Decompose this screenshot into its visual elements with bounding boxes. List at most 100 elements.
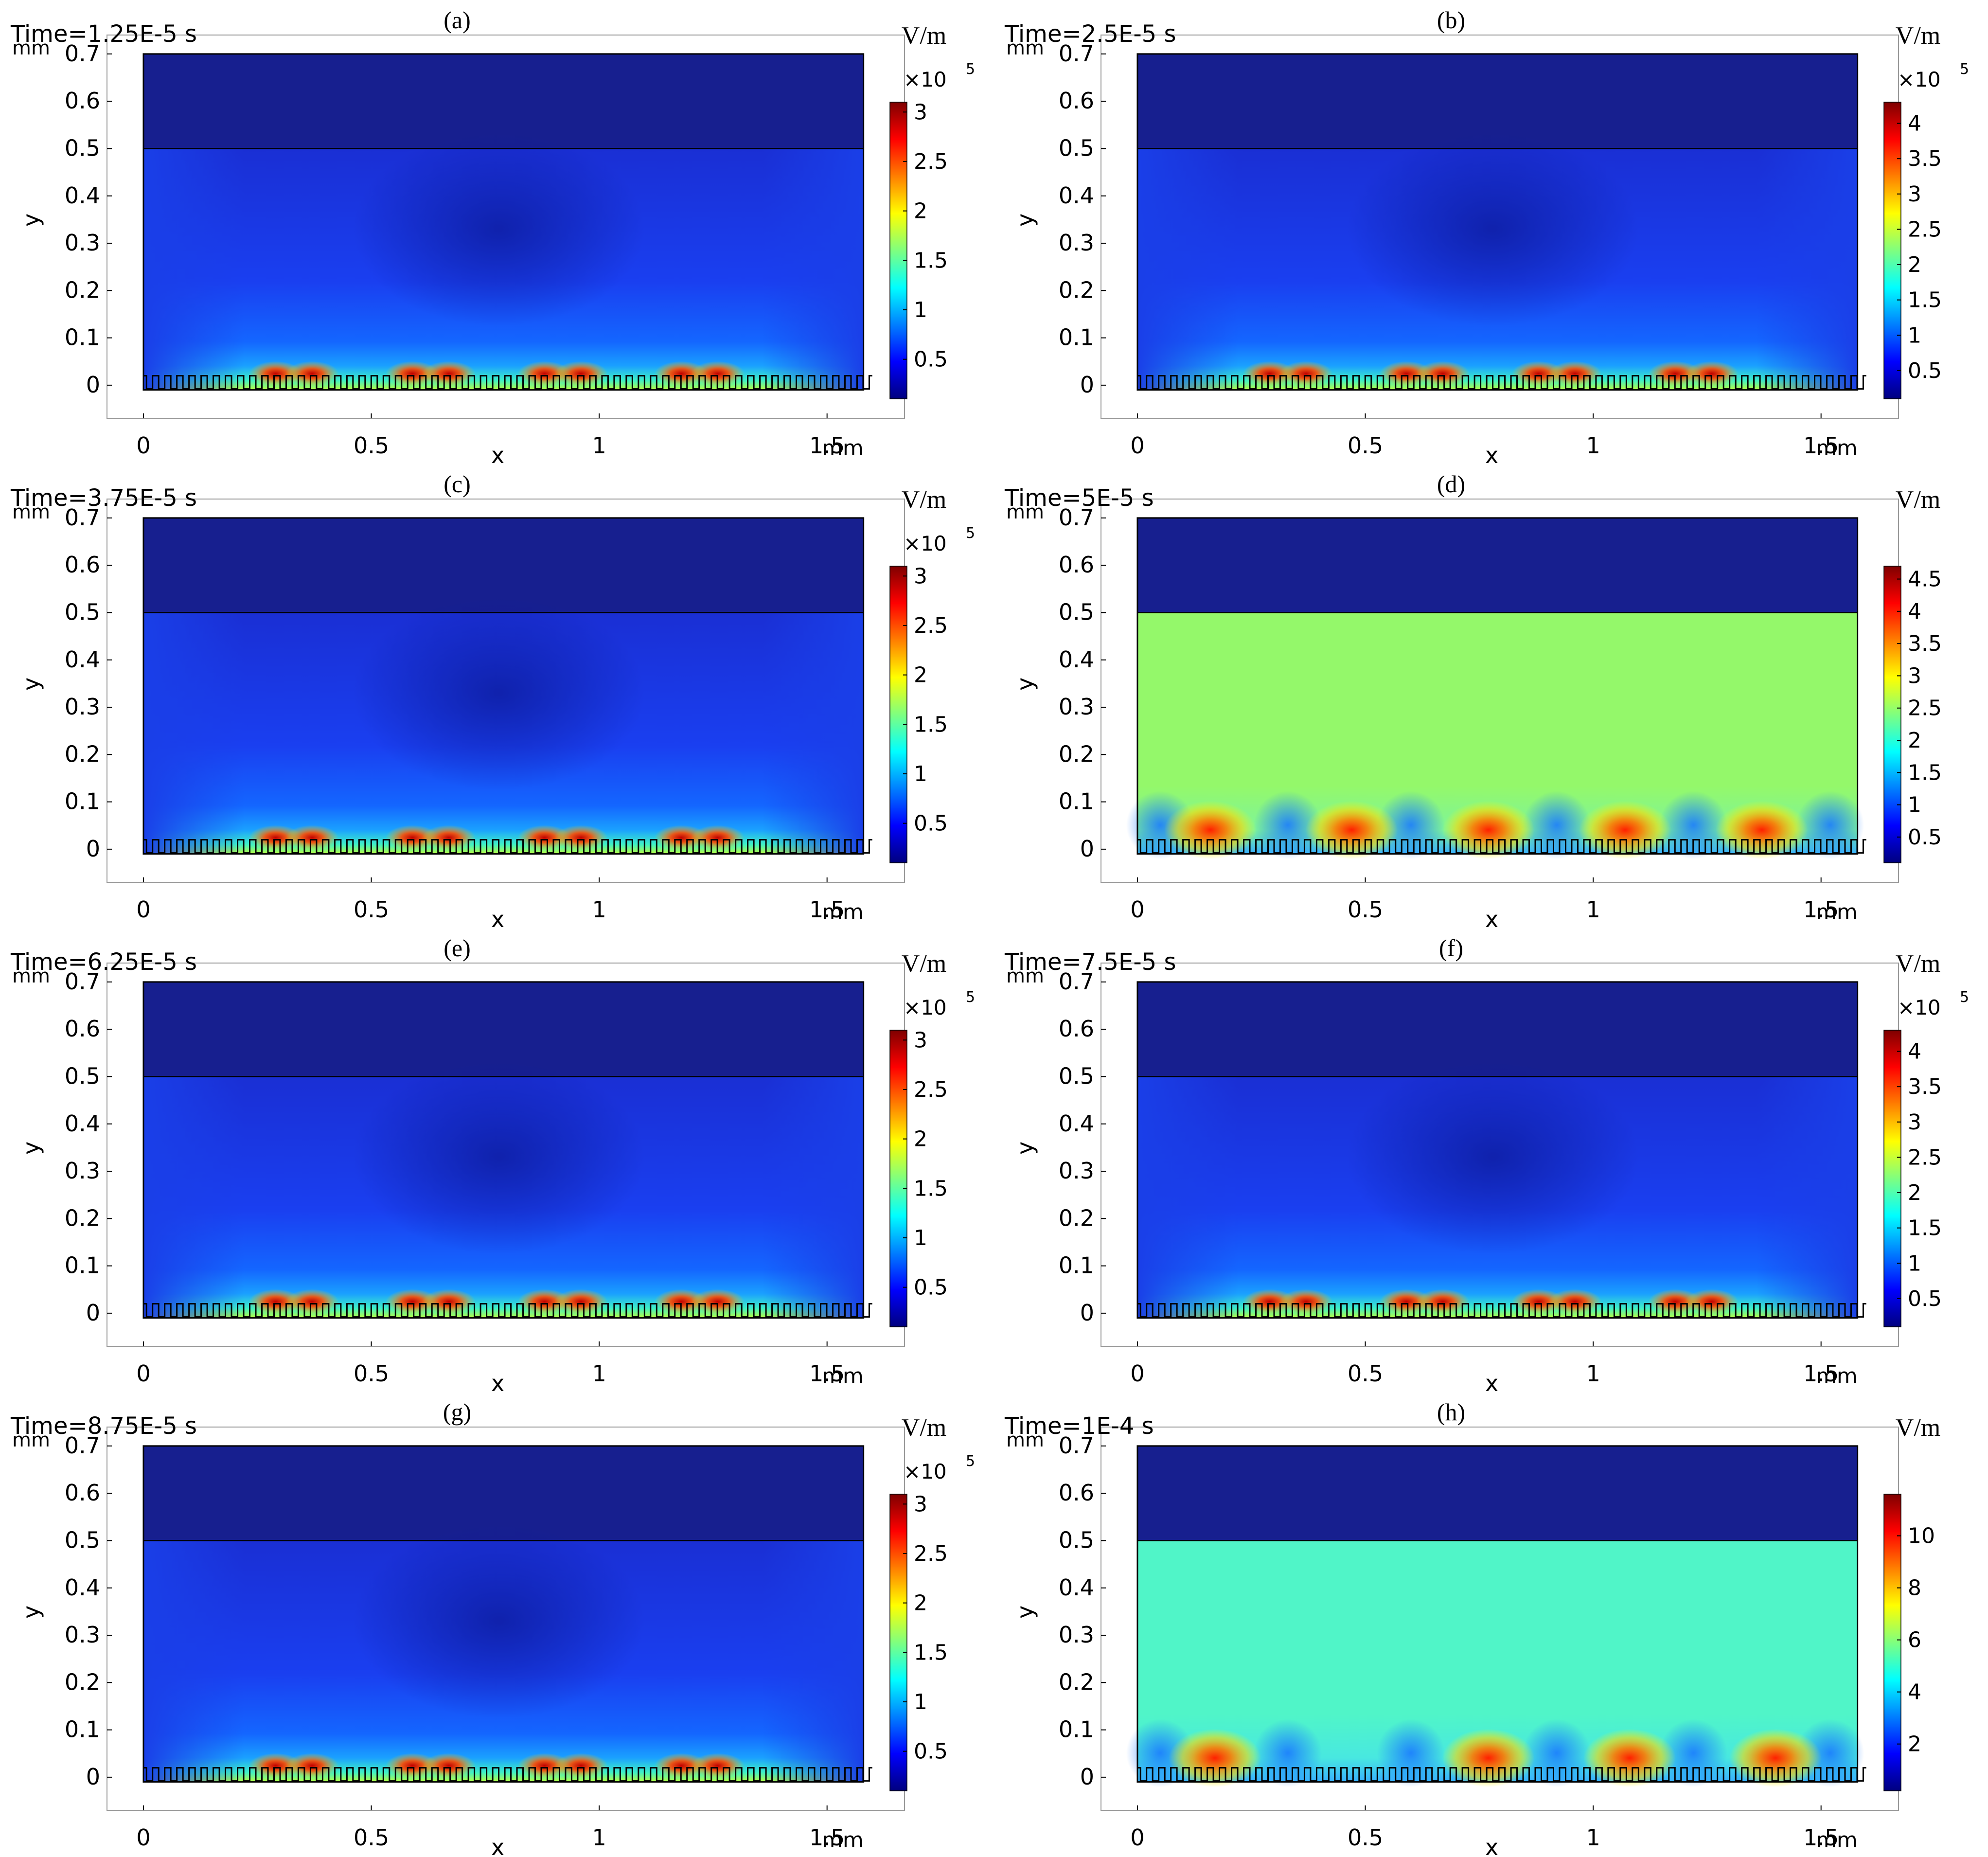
colorbar-tick-label: 1.5	[914, 712, 948, 737]
hot-spot	[285, 1289, 339, 1315]
y-tick-label: 0.2	[1059, 1205, 1094, 1231]
colorbar-tick-label: 2.5	[914, 149, 948, 174]
colorbar-exponent: 5	[966, 1453, 975, 1470]
low-field-zone	[1347, 1059, 1639, 1254]
hot-spot	[1548, 361, 1602, 387]
y-unit: mm	[1006, 1429, 1044, 1451]
panel-label: (f)	[1439, 934, 1463, 962]
colorbar-tick-label: 1	[914, 1690, 927, 1714]
y-tick-label: 0.3	[65, 1622, 100, 1648]
x-axis-label: x	[1485, 1834, 1498, 1856]
colorbar-tick-label: 3.5	[1908, 631, 1942, 656]
x-tick-label: 0	[1130, 1360, 1144, 1387]
y-tick-label: 0.3	[1059, 1622, 1094, 1648]
y-tick-label: 0.1	[65, 324, 100, 351]
panel-svg: 00.10.20.30.40.50.60.70 0.5 1 1.5mmmmxyTime…	[1004, 6, 1969, 464]
hot-spot	[422, 361, 476, 387]
y-tick-label: 0.4	[1059, 1574, 1094, 1601]
y-tick-label: 0	[86, 836, 100, 862]
low-field-lobe	[1796, 791, 1864, 859]
y-tick-label: 0.7	[1059, 1432, 1094, 1459]
y-unit: mm	[12, 501, 50, 523]
x-tick-label: 1	[1586, 432, 1600, 459]
y-axis-label: y	[1012, 1142, 1038, 1155]
colorbar	[1883, 102, 1901, 399]
colorbar-tick-label: 6	[1908, 1628, 1921, 1653]
time-label: Time=3.75E-5 s	[10, 484, 197, 512]
hot-spot	[285, 1753, 339, 1779]
y-axis-label: y	[1012, 678, 1038, 691]
y-tick-label: 0.5	[1059, 135, 1094, 161]
colorbar	[889, 1494, 907, 1791]
colorbar-tick-label: 1.5	[914, 1176, 948, 1201]
x-axis-label: x	[491, 906, 504, 928]
domain-outline	[1136, 1445, 1859, 1783]
colorbar-tick-label: 1	[1908, 1251, 1921, 1276]
y-unit: mm	[1006, 37, 1044, 59]
y-tick-label: 0.5	[1059, 599, 1094, 625]
colorbar-tick-label: 0.5	[1908, 1286, 1942, 1311]
high-field-lobe	[1729, 1729, 1822, 1787]
x-axis-label: x	[491, 442, 504, 464]
colorbar-multiplier: ×10	[904, 1460, 947, 1483]
time-label: Time=7.5E-5 s	[1004, 948, 1176, 976]
x-tick-label: 0.5	[354, 896, 389, 923]
y-tick-label: 0.7	[65, 40, 100, 67]
y-tick-label: 0.2	[1059, 1669, 1094, 1695]
colorbar-tick-label: 1.5	[1908, 760, 1942, 785]
x-tick-label: 0	[136, 1360, 150, 1387]
y-tick-label: 0.5	[65, 1063, 100, 1089]
colorbar-unit: V/m	[1896, 1414, 1940, 1442]
low-field-lobe	[1254, 1719, 1322, 1787]
colorbar-tick-label: 3	[914, 100, 927, 125]
colorbar-tick-label: 2	[1908, 252, 1921, 277]
y-tick-label: 0	[86, 1300, 100, 1326]
time-label: Time=2.5E-5 s	[1004, 20, 1176, 48]
hot-spot	[422, 1753, 476, 1779]
colorbar-unit: V/m	[1896, 22, 1940, 50]
hot-spot	[285, 825, 339, 851]
y-tick-label: 0.4	[65, 1574, 100, 1601]
panel-b: 0 0.1 0.2 0.3 0.4 0.5 0.6 0.7 0 0.5 1 1.5 mm mm x y Time…	[994, 0, 1988, 464]
x-axis-label: x	[1485, 442, 1498, 464]
y-axis-label: y	[18, 1142, 44, 1155]
domain-outline	[142, 1445, 865, 1783]
x-tick-label: 0.5	[354, 1360, 389, 1387]
low-field-zone	[353, 1059, 645, 1254]
hot-spot	[1685, 361, 1739, 387]
hot-spot	[1685, 1289, 1739, 1315]
y-axis-label: y	[1012, 214, 1038, 227]
y-tick-label: 0.5	[1059, 1063, 1094, 1089]
colorbar-tick-label: 1.5	[914, 1640, 948, 1665]
electrode-comb	[143, 1767, 872, 1782]
y-tick-label: 0.4	[65, 182, 100, 209]
colorbar-tick-label: 0.5	[1908, 358, 1942, 383]
low-field-lobe	[1659, 791, 1728, 859]
y-tick-label: 0	[1080, 372, 1094, 398]
y-tick-label: 0.1	[1059, 1716, 1094, 1743]
panel-e: 0 0.1 0.2 0.3 0.4 0.5 0.6 0.7 0 0.5 1 1.5 mm mm x y Time…	[0, 928, 994, 1392]
colorbar-tick-label: 1.5	[1908, 1216, 1942, 1241]
colorbar	[889, 102, 907, 399]
upper-layer	[1137, 1446, 1858, 1541]
colorbar-tick-label: 3	[1908, 1110, 1921, 1135]
panel-label: (h)	[1437, 1398, 1465, 1426]
y-tick-label: 0.4	[65, 1110, 100, 1137]
y-tick-label: 0.2	[65, 741, 100, 767]
hot-spot	[1279, 361, 1333, 387]
colorbar	[889, 566, 907, 863]
colorbar-tick-label: 1	[1908, 323, 1921, 348]
panel-label: (g)	[443, 1398, 471, 1426]
colorbar-tick-label: 0.5	[914, 1275, 948, 1300]
time-label: Time=6.25E-5 s	[10, 948, 197, 976]
low-field-zone	[353, 595, 645, 790]
x-tick-label: 1.5	[1803, 432, 1839, 459]
colorbar-tick-label: 3	[1908, 663, 1921, 688]
x-tick-label: 0.5	[1348, 432, 1383, 459]
colorbar-unit: V/m	[902, 1414, 946, 1442]
colorbar-tick-label: 3	[914, 1492, 927, 1517]
colorbar-tick-label: 2.5	[914, 613, 948, 638]
y-axis-label: y	[1012, 1606, 1038, 1619]
y-tick-label: 0.4	[1059, 646, 1094, 673]
